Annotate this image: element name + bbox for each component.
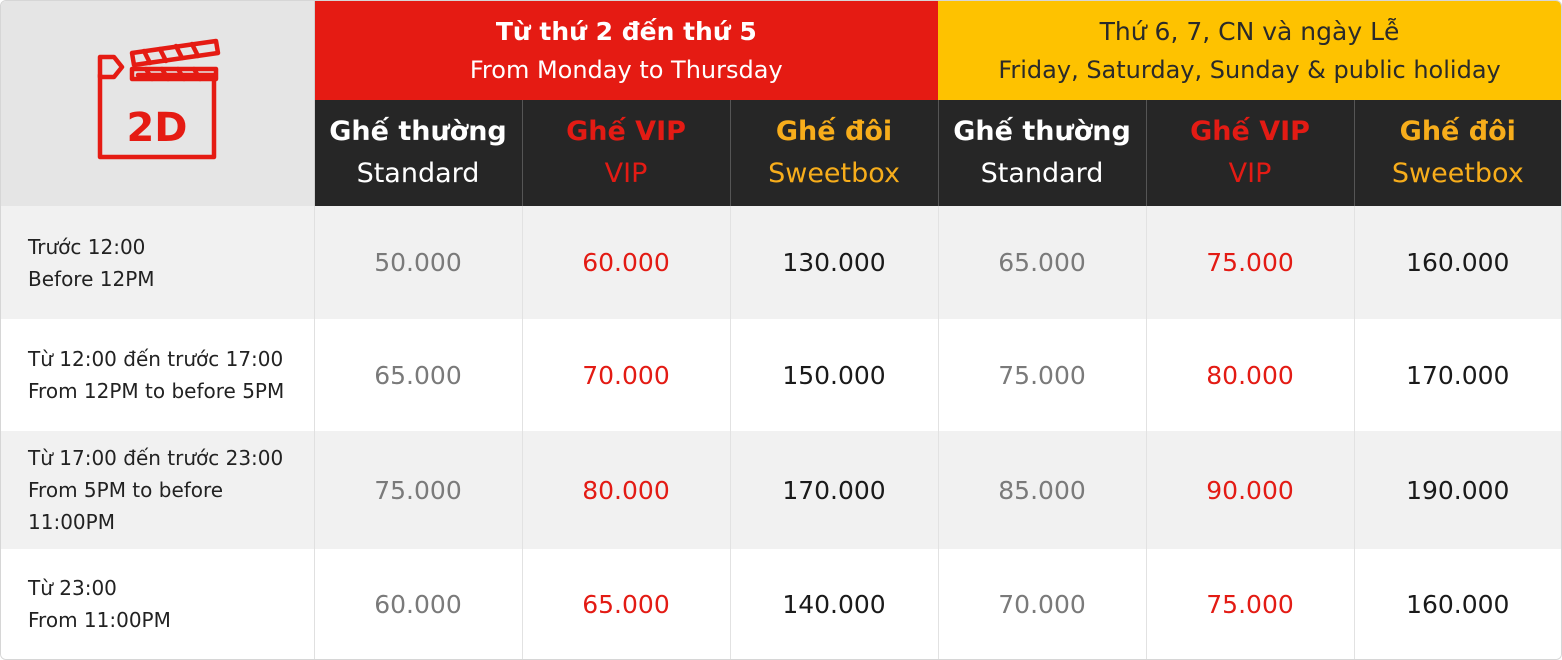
price-cell: 160.000 xyxy=(1354,549,1561,659)
price-cell: 90.000 xyxy=(1146,431,1355,549)
price-cell: 60.000 xyxy=(314,549,523,659)
time-slot-label: Từ 23:00 From 11:00PM xyxy=(1,549,315,659)
price-cell: 60.000 xyxy=(522,206,731,319)
group-title-en: From Monday to Thursday xyxy=(469,55,783,84)
seat-type-en: Sweetbox xyxy=(1391,158,1524,189)
price-cell: 150.000 xyxy=(730,319,939,431)
table-row: Trước 12:00 Before 12PM 50.000 60.000 130… xyxy=(1,206,1561,319)
seat-header-standard: Ghế thường Standard xyxy=(938,100,1147,206)
time-slot-en: From 5PM to before 11:00PM xyxy=(28,478,224,534)
price-cell: 170.000 xyxy=(1354,319,1561,431)
seat-type-en: Sweetbox xyxy=(768,158,900,189)
seat-type-vi: Ghế đôi xyxy=(775,116,893,147)
time-slot-label: Từ 12:00 đến trước 17:00 From 12PM to bef… xyxy=(1,319,315,431)
group-header-weekday: Từ thứ 2 đến thứ 5 From Monday to Thursd… xyxy=(314,1,939,100)
price-cell: 190.000 xyxy=(1354,431,1561,549)
clapperboard-2d-icon: 2D xyxy=(98,38,221,159)
price-cell: 75.000 xyxy=(938,319,1147,431)
group-title-en: Friday, Saturday, Sunday & public holida… xyxy=(998,55,1501,84)
price-cell: 50.000 xyxy=(314,206,523,319)
time-slot-label: Từ 17:00 đến trước 23:00 From 5PM to befo… xyxy=(1,431,315,549)
price-cell: 65.000 xyxy=(938,206,1147,319)
time-slot-vi: Từ 23:00 xyxy=(28,576,117,600)
seat-type-vi: Ghế VIP xyxy=(566,116,686,147)
time-slot-vi: Trước 12:00 xyxy=(28,234,146,259)
seat-type-vi: Ghế thường xyxy=(953,116,1131,147)
price-cell: 75.000 xyxy=(314,431,523,549)
price-cell: 80.000 xyxy=(1146,319,1355,431)
seat-type-en: VIP xyxy=(1228,158,1272,189)
time-slot-vi: Từ 17:00 đến trước 23:00 xyxy=(28,446,284,470)
table-row: Từ 23:00 From 11:00PM 60.000 65.000 140.0… xyxy=(1,549,1561,659)
table-row: Từ 12:00 đến trước 17:00 From 12PM to bef… xyxy=(1,319,1561,431)
seat-type-vi: Ghế đôi xyxy=(1399,116,1516,147)
price-cell: 160.000 xyxy=(1354,206,1561,319)
price-cell: 130.000 xyxy=(730,206,939,319)
time-slot-en: From 12PM to before 5PM xyxy=(28,379,285,403)
price-cell: 80.000 xyxy=(522,431,731,549)
time-slot-label: Trước 12:00 Before 12PM xyxy=(1,206,315,319)
group-header-weekend: Thứ 6, 7, CN và ngày Lễ Friday, Saturday… xyxy=(938,1,1561,100)
seat-header-sweetbox: Ghế đôi Sweetbox xyxy=(730,100,939,206)
price-cell: 170.000 xyxy=(730,431,939,549)
seat-header-vip: Ghế VIP VIP xyxy=(522,100,731,206)
group-title-vi: Từ thứ 2 đến thứ 5 xyxy=(495,16,757,46)
price-cell: 85.000 xyxy=(938,431,1147,549)
seat-type-en: Standard xyxy=(980,158,1104,189)
price-cell: 65.000 xyxy=(314,319,523,431)
price-cell: 65.000 xyxy=(522,549,731,659)
price-cell: 140.000 xyxy=(730,549,939,659)
price-cell: 70.000 xyxy=(522,319,731,431)
price-cell: 70.000 xyxy=(938,549,1147,659)
seat-header-sweetbox: Ghế đôi Sweetbox xyxy=(1354,100,1561,206)
time-slot-vi: Từ 12:00 đến trước 17:00 xyxy=(28,347,284,371)
format-logo-cell: 2D xyxy=(1,1,315,206)
seat-header-vip: Ghế VIP VIP xyxy=(1146,100,1355,206)
seat-type-en: Standard xyxy=(356,158,480,189)
table-row: Từ 17:00 đến trước 23:00 From 5PM to befo… xyxy=(1,431,1561,549)
seat-type-vi: Ghế thường xyxy=(329,116,507,147)
group-title-vi: Thứ 6, 7, CN và ngày Lễ xyxy=(1099,16,1400,46)
time-slot-en: From 11:00PM xyxy=(28,608,171,632)
time-slot-en: Before 12PM xyxy=(28,266,155,291)
seat-type-en: VIP xyxy=(604,158,648,189)
seat-header-standard: Ghế thường Standard xyxy=(314,100,523,206)
seat-type-vi: Ghế VIP xyxy=(1190,116,1310,147)
format-label: 2D xyxy=(127,105,188,151)
price-cell: 75.000 xyxy=(1146,206,1355,319)
price-cell: 75.000 xyxy=(1146,549,1355,659)
